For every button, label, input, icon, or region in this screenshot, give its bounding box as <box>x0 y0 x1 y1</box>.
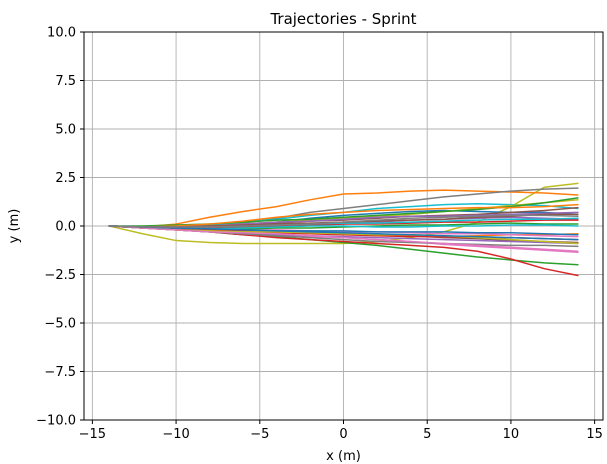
x-tick-label: −10 <box>162 427 189 442</box>
y-tick-label: 2.5 <box>55 171 76 186</box>
chart-title: Trajectories - Sprint <box>269 10 416 28</box>
y-tick-label: −7.5 <box>44 365 76 380</box>
trajectory-line-30 <box>108 214 579 228</box>
y-tick-label: −5.0 <box>44 317 76 332</box>
y-tick-label: 5.0 <box>55 123 76 138</box>
trajectory-line-29 <box>108 225 579 241</box>
y-tick-label: −10.0 <box>36 414 76 429</box>
x-axis: −15 −10 −5 0 5 10 15 <box>79 420 603 442</box>
y-tick-label: −2.5 <box>44 268 76 283</box>
trajectory-line-21 <box>108 203 579 228</box>
y-tick-label: 0.0 <box>55 220 76 235</box>
series-layer <box>108 182 579 277</box>
x-tick-label: 0 <box>339 427 347 442</box>
x-tick-label: 10 <box>503 427 520 442</box>
y-tick-label: 7.5 <box>55 74 76 89</box>
trajectory-line-26 <box>108 225 579 252</box>
x-tick-label: 5 <box>423 427 431 442</box>
y-tick-label: 10.0 <box>47 26 76 41</box>
x-axis-title: x (m) <box>326 449 361 464</box>
x-tick-label: −15 <box>79 427 106 442</box>
x-tick-label: −5 <box>250 427 269 442</box>
y-axis-title: y (m) <box>7 209 22 244</box>
y-axis: 10.0 7.5 5.0 2.5 0.0 −2.5 −5.0 −7.5 −10.0 <box>36 26 84 429</box>
x-tick-label: 15 <box>586 427 603 442</box>
